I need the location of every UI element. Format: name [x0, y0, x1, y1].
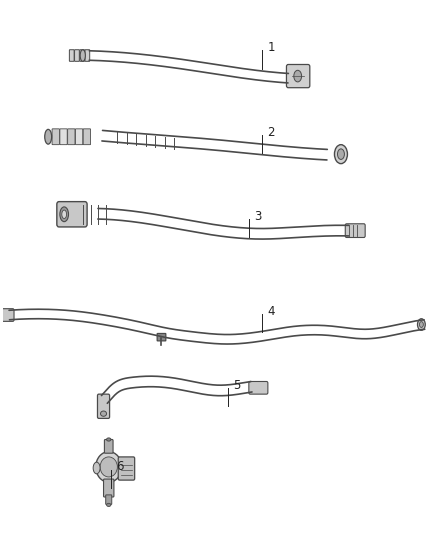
Text: 1: 1	[268, 41, 275, 54]
FancyBboxPatch shape	[74, 50, 79, 61]
Ellipse shape	[106, 503, 111, 506]
FancyBboxPatch shape	[103, 479, 114, 497]
FancyBboxPatch shape	[118, 457, 134, 480]
Ellipse shape	[294, 70, 302, 82]
FancyBboxPatch shape	[57, 201, 87, 227]
Ellipse shape	[420, 321, 424, 327]
Ellipse shape	[100, 457, 117, 477]
FancyBboxPatch shape	[85, 50, 90, 61]
Ellipse shape	[45, 130, 52, 144]
Text: 5: 5	[233, 378, 240, 392]
FancyBboxPatch shape	[67, 129, 75, 144]
Ellipse shape	[417, 319, 425, 330]
FancyBboxPatch shape	[286, 64, 310, 88]
Text: 2: 2	[268, 125, 275, 139]
Ellipse shape	[96, 451, 122, 482]
Ellipse shape	[100, 411, 106, 416]
FancyBboxPatch shape	[249, 382, 268, 394]
FancyBboxPatch shape	[69, 50, 74, 61]
FancyBboxPatch shape	[106, 495, 112, 504]
FancyBboxPatch shape	[98, 394, 110, 418]
FancyBboxPatch shape	[157, 334, 166, 341]
FancyBboxPatch shape	[60, 129, 67, 144]
Ellipse shape	[60, 207, 68, 222]
FancyBboxPatch shape	[104, 440, 113, 453]
Text: 6: 6	[116, 461, 124, 473]
FancyBboxPatch shape	[83, 129, 91, 144]
FancyBboxPatch shape	[75, 129, 83, 144]
FancyBboxPatch shape	[52, 129, 60, 144]
Ellipse shape	[62, 210, 67, 219]
FancyBboxPatch shape	[345, 224, 365, 238]
Text: 3: 3	[254, 210, 262, 223]
FancyBboxPatch shape	[80, 50, 85, 61]
FancyBboxPatch shape	[2, 309, 14, 321]
Ellipse shape	[80, 50, 85, 61]
Text: 4: 4	[268, 305, 275, 318]
Ellipse shape	[106, 438, 111, 441]
Ellipse shape	[93, 462, 100, 474]
Ellipse shape	[338, 149, 344, 159]
Ellipse shape	[335, 144, 347, 164]
